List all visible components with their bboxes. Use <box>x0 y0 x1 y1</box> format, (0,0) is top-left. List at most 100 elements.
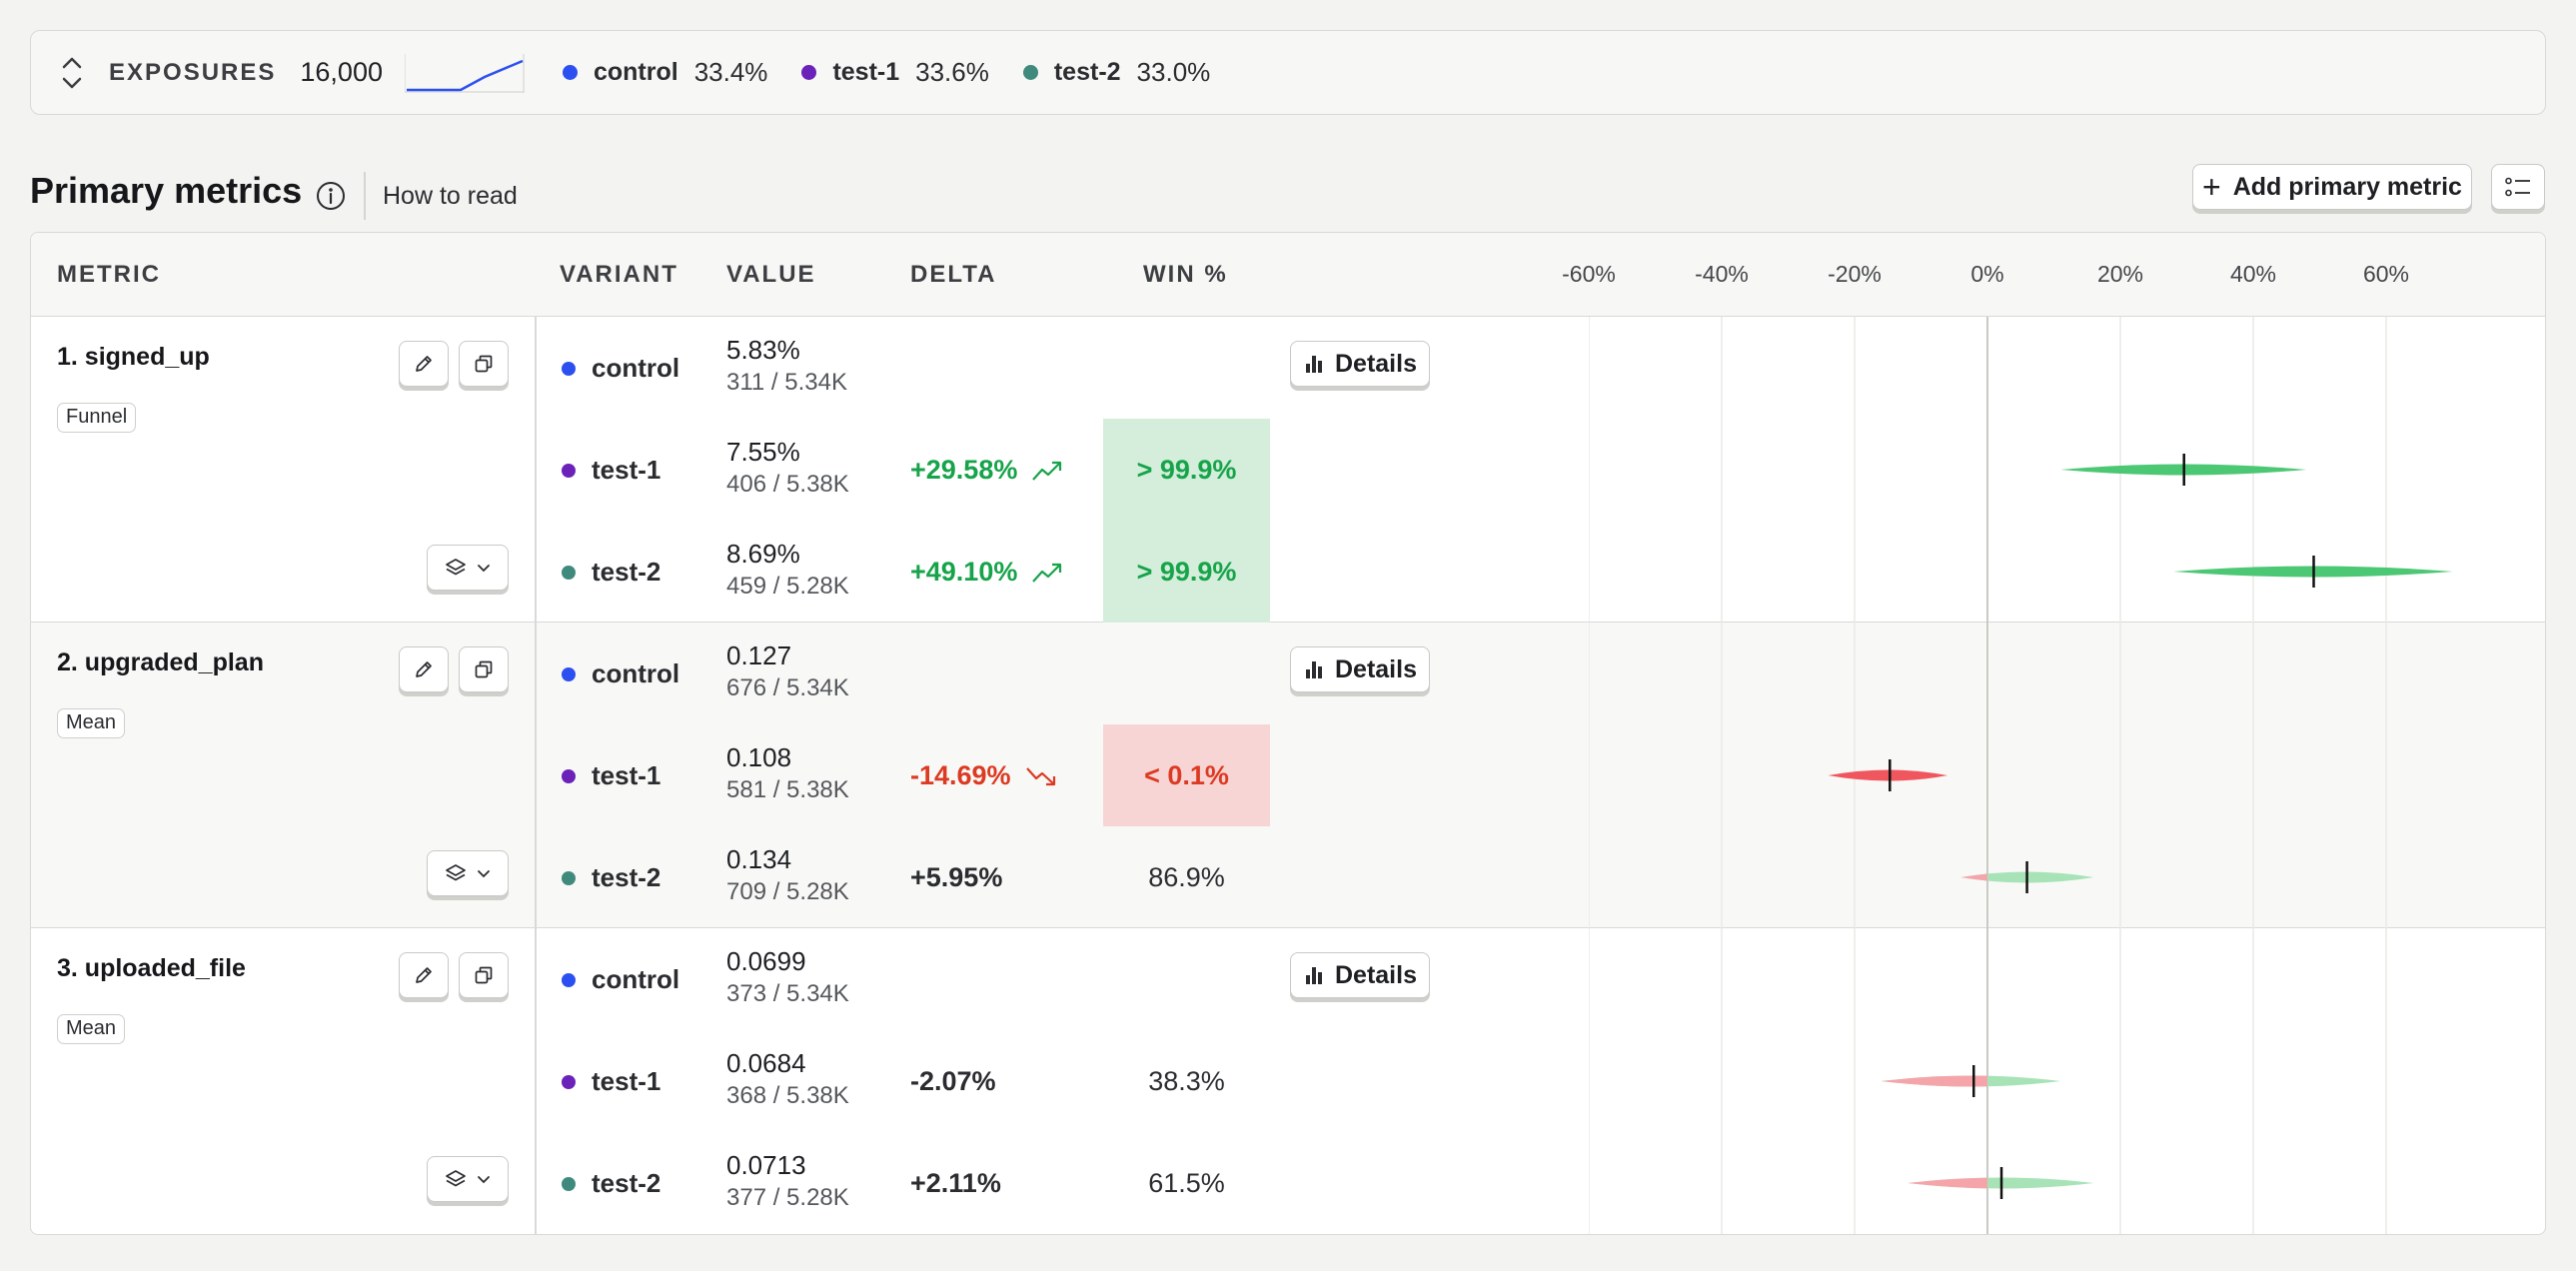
duplicate-metric-button[interactable] <box>459 952 509 998</box>
win-probability: < 0.1% <box>1103 724 1270 826</box>
interval-chart <box>1589 623 2387 928</box>
axis-tick: 60% <box>2362 261 2410 287</box>
section-title: Primary metrics <box>30 170 303 211</box>
how-to-read-link[interactable]: How to read <box>383 182 518 210</box>
duplicate-metric-button[interactable] <box>459 646 509 692</box>
variant-dot <box>562 871 576 885</box>
delta-value: +5.95% <box>910 862 1002 893</box>
win-probability: 86.9% <box>1148 861 1225 892</box>
details-button[interactable]: Details <box>1290 341 1430 387</box>
axis-tick: 0% <box>1970 261 2004 287</box>
axis-tick: 20% <box>2096 261 2144 287</box>
table-row: test-2 8.69% 459 / 5.28K +49.10% > 99.9% <box>31 521 2545 623</box>
edit-metric-button[interactable] <box>399 952 449 998</box>
metric-value: 7.55% <box>726 437 800 467</box>
win-probability: > 99.9% <box>1103 521 1270 623</box>
list-view-button[interactable] <box>2491 164 2545 210</box>
variant-name: test-2 <box>592 862 661 892</box>
variant-name: control <box>593 58 678 86</box>
variant-name: control <box>592 964 680 994</box>
metric-count: 406 / 5.38K <box>726 471 849 498</box>
header-win: WIN % <box>1143 261 1228 288</box>
metric-value: 5.83% <box>726 335 800 365</box>
metric-value: 0.134 <box>726 844 792 874</box>
details-label: Details <box>1335 960 1417 989</box>
bar-chart-icon <box>1306 356 1322 373</box>
interval-negative-part <box>1960 873 1987 881</box>
plus-icon: + <box>2202 169 2221 205</box>
pencil-icon <box>416 356 432 372</box>
exposures-count: 16,000 <box>300 57 383 87</box>
variant-share: 33.0% <box>1136 57 1211 87</box>
expand-collapse-icon[interactable] <box>57 53 87 93</box>
column-divider <box>535 928 537 1234</box>
metric-block-signed-up: 1. signed_up Funnel Details control 5.83… <box>31 317 2545 623</box>
metric-count: 709 / 5.28K <box>726 878 849 905</box>
add-primary-metric-button[interactable]: + Add primary metric <box>2192 164 2472 210</box>
duplicate-metric-button[interactable] <box>459 341 509 387</box>
metric-count: 377 / 5.28K <box>726 1184 849 1211</box>
win-probability: 38.3% <box>1148 1065 1225 1096</box>
layers-icon <box>446 1170 466 1187</box>
copy-icon <box>475 966 493 984</box>
variant-dot <box>562 1075 576 1089</box>
info-icon[interactable] <box>316 181 346 211</box>
header-divider <box>364 172 366 220</box>
breakdown-dropdown-button[interactable] <box>427 545 509 591</box>
breakdown-dropdown-button[interactable] <box>427 1156 509 1202</box>
variant-share: 33.4% <box>693 57 768 87</box>
delta-value: -14.69% <box>910 760 1057 791</box>
variant-name: test-1 <box>832 58 900 86</box>
variant-name: test-2 <box>1053 58 1121 86</box>
variant-name: control <box>592 353 680 383</box>
metric-type-badge: Funnel <box>57 403 137 433</box>
delta-text: +49.10% <box>910 557 1018 587</box>
chevron-down-icon <box>478 565 490 573</box>
trending-up-icon <box>1032 563 1062 583</box>
win-probability: 61.5% <box>1148 1167 1225 1198</box>
metric-value: 0.108 <box>726 742 792 772</box>
metric-block-uploaded-file: 3. uploaded_file Mean Details control 0.… <box>31 928 2545 1234</box>
breakdown-dropdown-button[interactable] <box>427 850 509 896</box>
table-row: control 0.127 676 / 5.34K <box>31 623 2545 724</box>
copy-icon <box>475 660 493 678</box>
layers-icon <box>446 559 466 576</box>
table-row: test-2 0.0713 377 / 5.28K +2.11% 61.5% <box>31 1132 2545 1234</box>
exposure-variant-test-2: test-2 33.0% <box>1022 57 1211 88</box>
bar-chart-icon <box>1306 967 1322 984</box>
header-value: VALUE <box>726 261 816 288</box>
delta-value: -2.07% <box>910 1066 996 1097</box>
add-primary-metric-label: Add primary metric <box>2232 172 2462 201</box>
edit-metric-button[interactable] <box>399 341 449 387</box>
metric-value: 0.0699 <box>726 946 806 976</box>
chevron-down-icon <box>478 870 490 878</box>
table-row: test-1 0.108 581 / 5.38K -14.69% < 0.1% <box>31 724 2545 826</box>
variant-dot <box>801 65 817 80</box>
header-variant: VARIANT <box>560 261 678 288</box>
details-button[interactable]: Details <box>1290 952 1430 998</box>
table-row: test-2 0.134 709 / 5.28K +5.95% 86.9% <box>31 826 2545 928</box>
header-delta: DELTA <box>910 261 997 288</box>
details-label: Details <box>1335 349 1417 378</box>
metric-block-upgraded-plan: 2. upgraded_plan Mean Details control 0.… <box>31 623 2545 928</box>
interval-negative-part <box>1908 1177 1987 1189</box>
metric-count: 311 / 5.34K <box>726 369 847 396</box>
metric-count: 373 / 5.34K <box>726 980 849 1007</box>
edit-metric-button[interactable] <box>399 646 449 692</box>
exposures-bar: EXPOSURES 16,000 control 33.4% test-1 33… <box>30 30 2546 115</box>
interval-chart <box>1589 928 2387 1234</box>
variant-dot <box>562 973 576 987</box>
delta-value: +49.10% <box>910 557 1063 588</box>
variant-dot <box>562 65 578 80</box>
delta-value: +29.58% <box>910 455 1063 486</box>
metric-count: 581 / 5.38K <box>726 776 849 803</box>
metric-count: 676 / 5.34K <box>726 674 849 701</box>
column-divider <box>535 317 537 622</box>
delta-text: +2.11% <box>910 1168 1001 1198</box>
details-button[interactable]: Details <box>1290 646 1430 692</box>
interval-chart <box>1589 317 2453 623</box>
variant-dot <box>562 362 576 376</box>
metric-name: 3. uploaded_file <box>57 954 246 982</box>
layers-icon <box>446 864 466 881</box>
variant-dot <box>562 667 576 681</box>
